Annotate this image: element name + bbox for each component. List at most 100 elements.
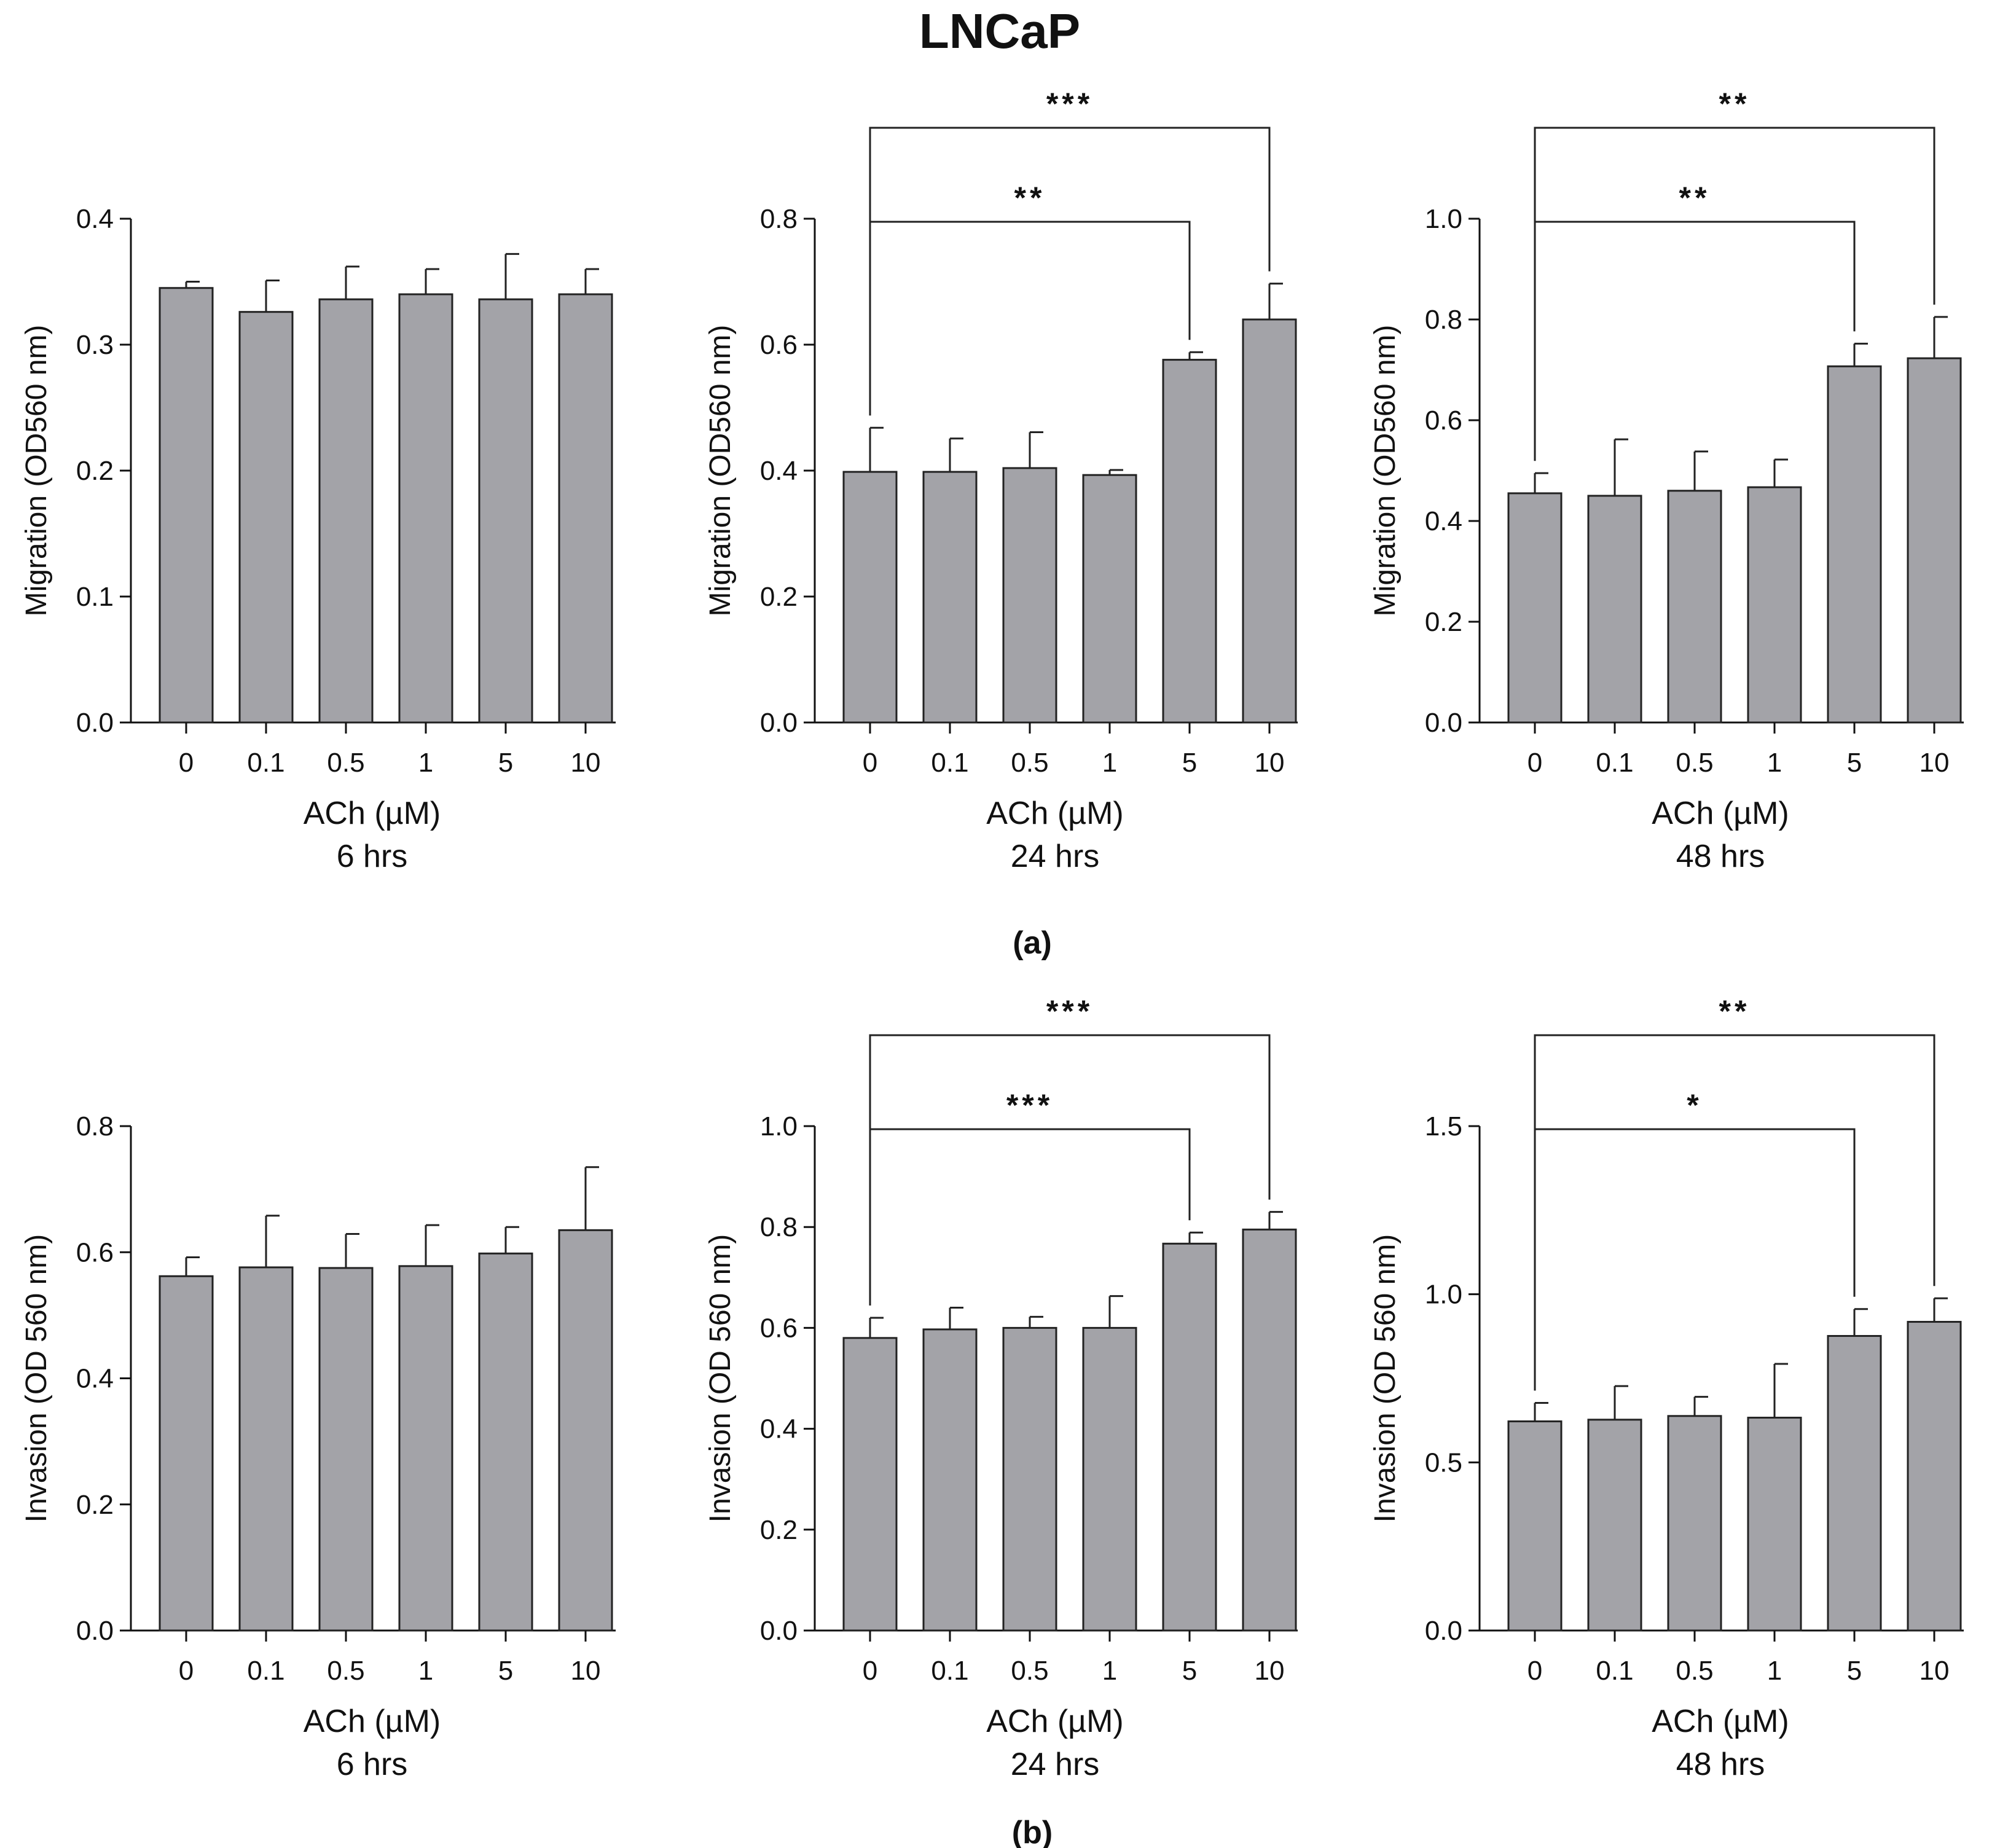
timepoint-label: 48 hrs xyxy=(1676,839,1765,874)
x-axis-title: ACh (µM) xyxy=(986,796,1124,831)
significance-bracket xyxy=(1534,1128,1856,1391)
y-tick-label: 0.6 xyxy=(1425,405,1462,436)
bar xyxy=(1667,490,1722,724)
significance-label: *** xyxy=(1046,87,1093,121)
bar xyxy=(398,1265,453,1632)
y-tick-label: 0.3 xyxy=(76,330,114,360)
significance-label: ** xyxy=(1014,181,1046,215)
y-tick-label: 0.4 xyxy=(760,1414,798,1444)
x-tick-label: 10 xyxy=(1255,1656,1285,1686)
y-axis-title: Invasion (OD 560 nm) xyxy=(704,1234,737,1523)
y-axis-title: Invasion (OD 560 nm) xyxy=(20,1234,53,1523)
bar xyxy=(1747,1417,1802,1632)
y-tick-label: 0.2 xyxy=(76,456,114,486)
x-tick-label: 0.1 xyxy=(1596,1656,1633,1686)
x-tick-label: 0.1 xyxy=(247,748,284,778)
y-tick-label: 0.0 xyxy=(76,708,114,738)
y-tick-label: 1.0 xyxy=(1425,1280,1462,1310)
significance-bracket xyxy=(1534,127,1935,461)
chart-a2: 0.0 0.2 0.4 0.6 0.8 0 0.1 0.5 1 5 10 ACh (µM) 24 hrs… xyxy=(704,87,1298,874)
y-axis-title: Migration (OD560 nm) xyxy=(704,325,737,617)
y-tick-label: 0.8 xyxy=(1425,305,1462,335)
x-tick-label: 0 xyxy=(1527,1656,1542,1686)
x-tick-label: 0.5 xyxy=(1011,748,1048,778)
x-tick-label: 0 xyxy=(179,1656,194,1686)
bar xyxy=(1587,1419,1642,1632)
significance-label: * xyxy=(1687,1088,1702,1122)
x-tick-label: 5 xyxy=(1182,748,1197,778)
bar xyxy=(558,293,613,724)
y-tick-label: 1.0 xyxy=(760,1111,798,1141)
bar xyxy=(478,298,533,724)
bar xyxy=(1002,1326,1057,1632)
x-tick-label: 1 xyxy=(1767,748,1782,778)
bar xyxy=(1162,359,1217,724)
x-axis-title: ACh (µM) xyxy=(1652,796,1789,831)
bar xyxy=(1827,365,1882,724)
bar xyxy=(238,311,294,724)
x-tick-label: 1 xyxy=(1102,748,1117,778)
significance-label: ** xyxy=(1719,87,1751,121)
y-tick-label: 0.2 xyxy=(1425,607,1462,637)
timepoint-label: 24 hrs xyxy=(1011,1747,1100,1782)
x-tick-label: 10 xyxy=(1920,748,1950,778)
x-tick-label: 1 xyxy=(418,1656,433,1686)
y-tick-label: 0.8 xyxy=(760,1212,798,1242)
bar xyxy=(1082,474,1137,724)
x-tick-label: 0.1 xyxy=(931,1656,968,1686)
bar xyxy=(159,1275,214,1632)
chart-a3: 0.0 0.2 0.4 0.6 0.8 1.0 0 0.1 0.5 1 5 10 ACh (µM) 48 … xyxy=(1369,87,1964,874)
bar xyxy=(922,1328,978,1632)
x-tick-label: 0 xyxy=(863,748,877,778)
bar xyxy=(842,471,898,724)
x-tick-label: 1 xyxy=(418,748,433,778)
bar xyxy=(1667,1415,1722,1632)
bar xyxy=(558,1229,613,1632)
timepoint-label: 6 hrs xyxy=(337,1747,408,1782)
x-axis-title: ACh (µM) xyxy=(304,796,441,831)
y-tick-label: 0.2 xyxy=(76,1490,114,1520)
bar xyxy=(478,1252,533,1632)
y-tick-label: 0.6 xyxy=(76,1237,114,1267)
significance-bracket xyxy=(869,221,1191,416)
x-tick-label: 5 xyxy=(498,1656,513,1686)
y-tick-label: 0.6 xyxy=(760,1313,798,1343)
x-tick-label: 0 xyxy=(1527,748,1542,778)
bar xyxy=(1827,1335,1882,1632)
y-tick-label: 0.0 xyxy=(1425,708,1462,738)
y-tick-label: 0.8 xyxy=(76,1111,114,1141)
bar xyxy=(159,287,214,724)
y-tick-label: 1.5 xyxy=(1425,1111,1462,1141)
y-axis-title: Migration (OD560 nm) xyxy=(1369,325,1402,617)
x-tick-label: 0 xyxy=(179,748,194,778)
x-tick-label: 10 xyxy=(1255,748,1285,778)
significance-bracket xyxy=(869,1034,1271,1306)
x-tick-label: 0 xyxy=(863,1656,877,1686)
y-tick-label: 0.4 xyxy=(760,456,798,486)
y-tick-label: 0.0 xyxy=(760,708,798,738)
bar xyxy=(1082,1326,1137,1632)
y-tick-label: 0.8 xyxy=(760,204,798,234)
x-tick-label: 5 xyxy=(1182,1656,1197,1686)
x-tick-label: 0.5 xyxy=(327,748,364,778)
y-tick-label: 0.6 xyxy=(760,330,798,360)
bar xyxy=(922,471,978,724)
bar xyxy=(398,293,453,724)
x-tick-label: 0.5 xyxy=(327,1656,364,1686)
bar xyxy=(1747,486,1802,724)
y-tick-label: 0.1 xyxy=(76,582,114,612)
x-tick-label: 1 xyxy=(1767,1656,1782,1686)
bar xyxy=(238,1266,294,1632)
y-tick-label: 1.0 xyxy=(1425,204,1462,234)
timepoint-label: 48 hrs xyxy=(1676,1747,1765,1782)
significance-label: *** xyxy=(1006,1088,1053,1122)
chart-b1: 0.0 0.2 0.4 0.6 0.8 0 0.1 0.5 1 5 10 ACh (µM) 6 hrs I… xyxy=(20,1111,616,1782)
x-tick-label: 10 xyxy=(571,748,601,778)
x-tick-label: 0.5 xyxy=(1676,748,1713,778)
chart-b2: 0.0 0.2 0.4 0.6 0.8 1.0 0 0.1 0.5 1 5 10 ACh (µM) 24 … xyxy=(704,994,1298,1782)
x-tick-label: 10 xyxy=(1920,1656,1950,1686)
significance-bracket xyxy=(1534,221,1856,461)
x-tick-label: 5 xyxy=(498,748,513,778)
bar xyxy=(318,298,374,724)
